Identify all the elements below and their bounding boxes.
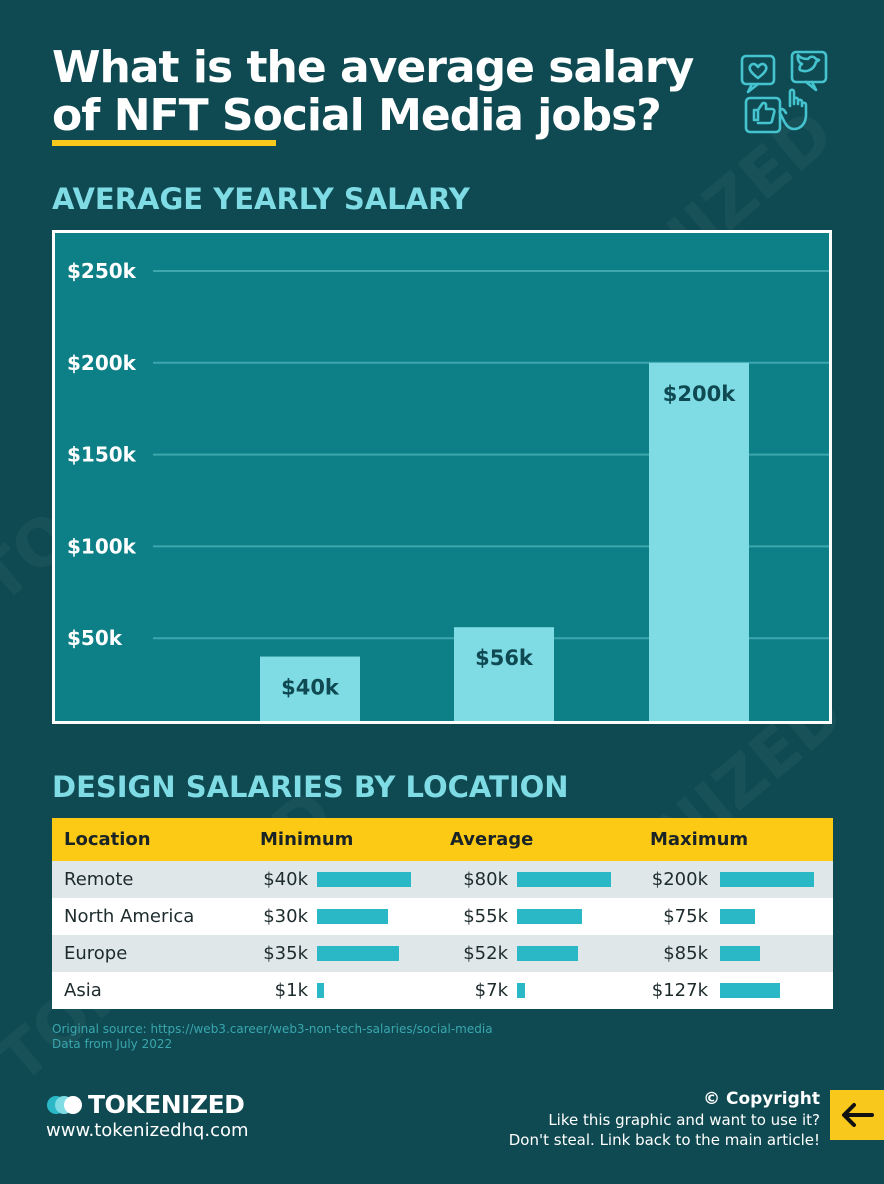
header-maximum: Maximum: [650, 829, 749, 850]
bar-value-label: $56k: [475, 646, 534, 670]
average-bar: [517, 909, 582, 924]
bar: [649, 362, 749, 721]
cell-location: North America: [64, 906, 195, 927]
copyright-note: © Copyright Like this graphic and want t…: [509, 1088, 820, 1150]
bar-chart-svg: $50k $100k $150k $200k $250k $40k $56k $200k: [67, 259, 829, 721]
cell-average: $55k: [463, 906, 508, 927]
header-average: Average: [450, 829, 534, 850]
cell-maximum: $200k: [651, 869, 708, 890]
salary-table: Location Minimum Average Maximum Remote $…: [52, 818, 833, 1009]
website-link[interactable]: www.tokenizedhq.com: [46, 1120, 249, 1141]
minimum-bar: [317, 946, 399, 961]
bar: [454, 627, 554, 721]
table-row: Asia $1k $7k $127k: [52, 972, 833, 1009]
header-minimum: Minimum: [260, 829, 354, 850]
table-row: Remote $40k $80k $200k: [52, 861, 833, 898]
cell-minimum: $1k: [274, 980, 308, 1001]
chart-title: AVERAGE YEARLY SALARY: [52, 182, 470, 216]
header-location: Location: [64, 829, 151, 850]
cell-average: $52k: [463, 943, 508, 964]
maximum-bar: [720, 983, 780, 998]
bar-value-label: $200k: [663, 382, 736, 406]
copyright-line-2: Don't steal. Link back to the main artic…: [508, 1131, 820, 1149]
bar: [260, 656, 360, 721]
title-underline: [52, 140, 276, 146]
cell-maximum: $127k: [651, 980, 708, 1001]
title-line-1: What is the average salary: [52, 42, 694, 93]
y-tick-label: $250k: [67, 259, 137, 283]
y-tick-label: $50k: [67, 626, 123, 650]
average-bar: [517, 946, 578, 961]
brand-logo: TOKENIZED: [46, 1090, 245, 1119]
average-bar: [517, 872, 611, 887]
y-tick-label: $100k: [67, 534, 137, 558]
table-row: North America $30k $55k $75k: [52, 898, 833, 935]
minimum-bar: [317, 909, 388, 924]
page-title: What is the average salary of NFT Social…: [52, 42, 694, 141]
cell-average: $7k: [474, 980, 508, 1001]
table-header: Location Minimum Average Maximum: [52, 818, 833, 861]
cell-location: Asia: [64, 980, 102, 1001]
cell-location: Remote: [64, 869, 134, 890]
minimum-bar: [317, 983, 324, 998]
bar-value-label: $40k: [281, 676, 340, 700]
arrow-left-icon: [842, 1103, 874, 1127]
copyright-title: © Copyright: [703, 1089, 820, 1109]
bar-chart: $50k $100k $150k $200k $250k $40k $56k $200k: [52, 230, 832, 724]
cell-minimum: $40k: [263, 869, 308, 890]
tokenized-logo-icon: [47, 1095, 82, 1114]
maximum-bar: [720, 909, 755, 924]
brand-name: TOKENIZED: [88, 1090, 245, 1119]
table-row: Europe $35k $52k $85k: [52, 935, 833, 972]
back-arrow-button[interactable]: [830, 1090, 884, 1140]
source-line: Original source: https://web3.career/web…: [52, 1022, 493, 1036]
data-date-line: Data from July 2022: [52, 1037, 173, 1051]
cell-minimum: $35k: [263, 943, 308, 964]
cell-minimum: $30k: [263, 906, 308, 927]
source-note: Original source: https://web3.career/web…: [52, 1022, 493, 1052]
average-bar: [517, 983, 525, 998]
table-body: Remote $40k $80k $200k North America $30k $55k…: [52, 861, 833, 1009]
social-media-icon: [740, 50, 828, 134]
maximum-bar: [720, 946, 760, 961]
cell-location: Europe: [64, 943, 128, 964]
cell-maximum: $85k: [663, 943, 708, 964]
title-line-2: of NFT Social Media jobs?: [52, 90, 662, 141]
cell-average: $80k: [463, 869, 508, 890]
maximum-bar: [720, 872, 814, 887]
copyright-line-1: Like this graphic and want to use it?: [548, 1111, 820, 1129]
cell-maximum: $75k: [663, 906, 708, 927]
y-tick-label: $150k: [67, 443, 137, 467]
table-title: DESIGN SALARIES BY LOCATION: [52, 770, 569, 804]
y-tick-label: $200k: [67, 351, 137, 375]
minimum-bar: [317, 872, 411, 887]
